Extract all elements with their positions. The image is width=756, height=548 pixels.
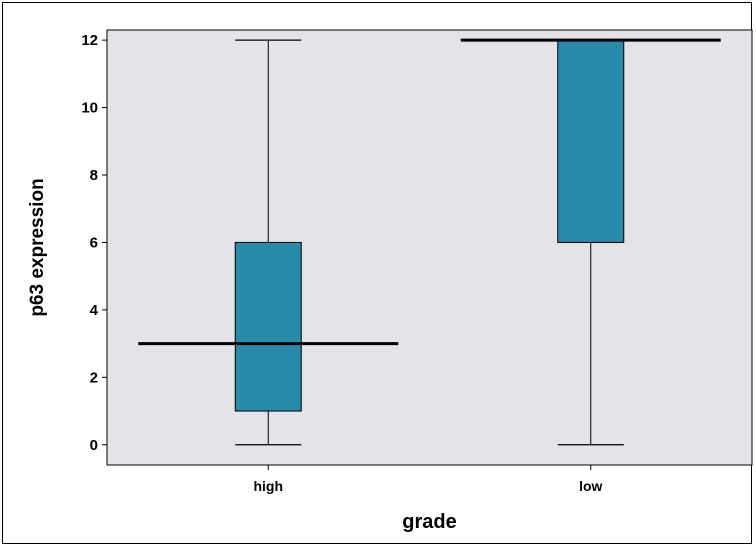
plot-area (106, 29, 753, 466)
y-tick-label: 12 (81, 32, 98, 49)
y-tick-label: 4 (90, 302, 99, 319)
y-axis-label: p63 expression (27, 178, 48, 316)
box-low (460, 38, 721, 446)
x-axis-label: grade (402, 511, 456, 533)
x-tick-label: high (253, 478, 283, 494)
y-tick-label: 6 (90, 234, 98, 251)
iqr-box (557, 39, 625, 243)
y-tick-label: 10 (81, 100, 98, 117)
y-axis-ticks: 0 2 4 6 8 10 12 (81, 32, 107, 454)
x-tick-label: low (579, 478, 602, 494)
x-axis-ticks: high low (253, 465, 603, 494)
y-tick-label: 0 (90, 437, 98, 454)
boxplot-chart: 0 2 4 6 8 10 12 high low p63 expression grade (27, 29, 753, 533)
box-high (138, 39, 399, 446)
iqr-box (234, 241, 302, 412)
y-tick-label: 8 (90, 167, 98, 184)
box-series (138, 38, 721, 446)
y-tick-label: 2 (90, 369, 98, 386)
